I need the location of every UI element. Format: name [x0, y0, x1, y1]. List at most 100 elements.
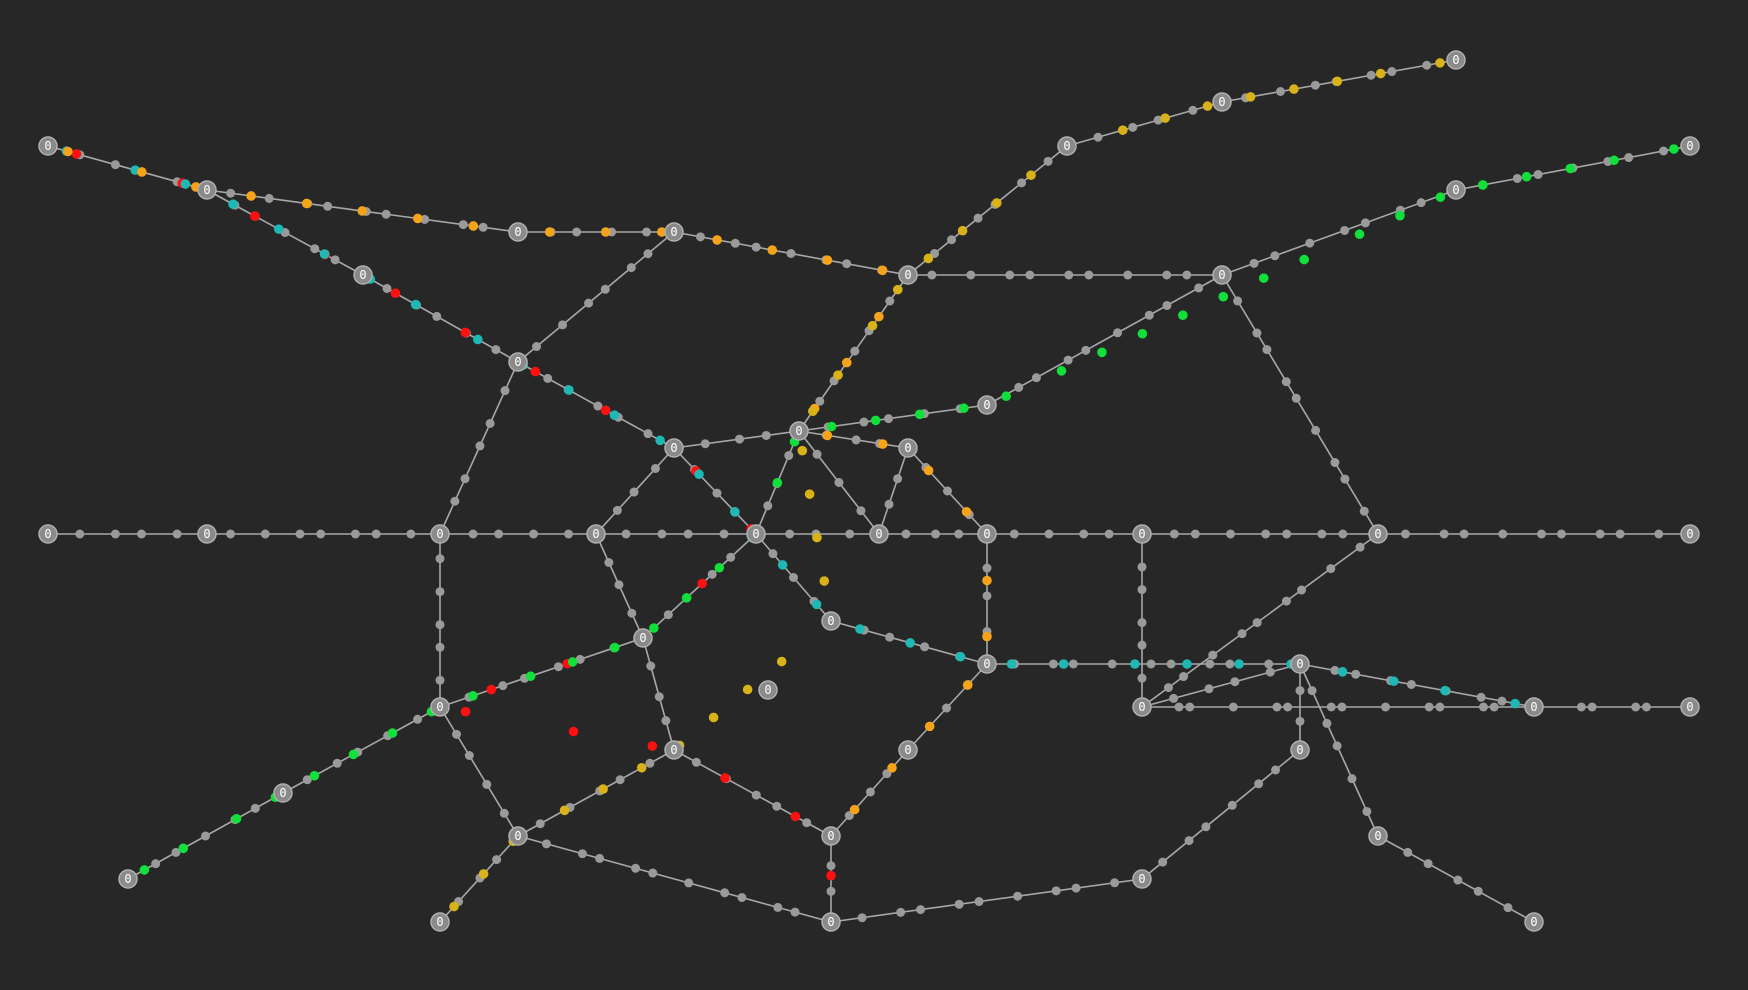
station-node[interactable]: 0 — [664, 740, 684, 760]
station-node[interactable]: 0 — [1368, 524, 1388, 544]
station-node[interactable]: 0 — [977, 654, 997, 674]
station-node[interactable]: 0 — [197, 524, 217, 544]
station-node[interactable]: 0 — [898, 438, 918, 458]
station-node[interactable]: 0 — [1680, 524, 1700, 544]
waypoint-dot — [735, 434, 744, 444]
station-node[interactable]: 0 — [821, 611, 841, 631]
station-node[interactable]: 0 — [508, 352, 528, 372]
station-circle — [273, 783, 293, 803]
station-node[interactable]: 0 — [1132, 524, 1152, 544]
waypoint-dot — [1439, 529, 1449, 539]
waypoint-dot — [1107, 659, 1117, 669]
station-node[interactable]: 0 — [821, 826, 841, 846]
station-node[interactable]: 0 — [38, 136, 58, 156]
waypoint-dot — [1317, 529, 1327, 539]
waypoint-dot — [494, 529, 504, 539]
station-node[interactable]: 0 — [118, 869, 138, 889]
station-node[interactable]: 0 — [664, 222, 684, 242]
yellow-train-dot — [1117, 125, 1128, 135]
station-node[interactable]: 0 — [1290, 740, 1310, 760]
red-train-dot — [390, 288, 401, 299]
station-node[interactable]: 0 — [821, 912, 841, 932]
station-node[interactable]: 0 — [1446, 180, 1466, 200]
station-node[interactable]: 0 — [758, 680, 778, 700]
waypoint-dot — [171, 847, 181, 857]
station-node[interactable]: 0 — [38, 524, 58, 544]
waypoint-dot — [1271, 765, 1281, 775]
station-node[interactable]: 0 — [508, 826, 528, 846]
cyan-train-dot — [228, 199, 238, 209]
station-node[interactable]: 0 — [869, 524, 889, 544]
station-node[interactable]: 0 — [746, 524, 766, 544]
station-node[interactable]: 0 — [633, 628, 653, 648]
waypoint-dot — [575, 654, 585, 664]
waypoint-dot — [1063, 355, 1073, 365]
station-node[interactable]: 0 — [1446, 50, 1466, 70]
station-node[interactable]: 0 — [1057, 136, 1077, 156]
station-node[interactable]: 0 — [430, 912, 450, 932]
station-node[interactable]: 0 — [977, 395, 997, 415]
waypoint-dot — [661, 716, 671, 726]
station-node[interactable]: 0 — [1680, 697, 1700, 717]
waypoint-dot — [1158, 857, 1168, 867]
station-node[interactable]: 0 — [430, 697, 450, 717]
station-node[interactable]: 0 — [977, 524, 997, 544]
station-node[interactable]: 0 — [197, 180, 217, 200]
station-node[interactable]: 0 — [1524, 697, 1544, 717]
station-node[interactable]: 0 — [1132, 869, 1152, 889]
orange-train-dot — [874, 311, 884, 322]
waypoint-dot — [730, 238, 740, 248]
waypoint-dot — [110, 529, 120, 539]
station-node[interactable]: 0 — [1368, 826, 1388, 846]
station-node[interactable]: 0 — [1212, 265, 1232, 285]
orange-train-dot — [887, 763, 897, 773]
waypoint-dot — [695, 232, 705, 242]
station-layer[interactable]: 0 0 0 0 0 0 0 0 0 0 0 0 0 0 0 0 0 0 0 0 0 0 0 0 0 0 0 0 0 0 0 0 0 0 0 0 0 0 0 0… — [38, 50, 1700, 932]
waypoint-dot — [1110, 878, 1120, 888]
waypoint-dot — [151, 859, 161, 869]
waypoint-dot — [802, 818, 812, 828]
station-node[interactable]: 0 — [586, 524, 606, 544]
green-train-dot — [914, 409, 925, 420]
station-circle — [430, 912, 450, 932]
waypoint-dot — [302, 775, 312, 785]
station-node[interactable]: 0 — [898, 265, 918, 285]
station-circle — [508, 222, 528, 242]
station-node[interactable]: 0 — [353, 265, 373, 285]
waypoint-dot — [1068, 659, 1078, 669]
station-node[interactable]: 0 — [789, 421, 809, 441]
waypoint-dot — [1190, 529, 1200, 539]
waypoint-dot — [614, 580, 624, 590]
waypoint-dot — [916, 905, 926, 915]
station-node[interactable]: 0 — [664, 438, 684, 458]
waypoint-dot — [1104, 529, 1114, 539]
station-node[interactable]: 0 — [1290, 654, 1310, 674]
station-circle — [633, 628, 653, 648]
waypoint-dot — [1340, 474, 1350, 484]
waypoint-dot — [1337, 702, 1347, 712]
station-node[interactable]: 0 — [1680, 136, 1700, 156]
cyan-train-dot — [1234, 659, 1244, 669]
waypoint-dot — [973, 213, 983, 223]
station-circle — [1057, 136, 1077, 156]
station-node[interactable]: 0 — [898, 740, 918, 760]
waypoint-dot — [1261, 529, 1271, 539]
station-node[interactable]: 0 — [430, 524, 450, 544]
waypoint-dot — [1227, 800, 1237, 810]
waypoint-dot — [1659, 146, 1669, 156]
waypoint-dot — [1347, 774, 1357, 784]
waypoint-dot — [1406, 679, 1416, 689]
waypoint-dot — [1188, 105, 1198, 115]
waypoint-dot — [1283, 702, 1293, 712]
green-train-dot — [567, 657, 578, 667]
station-node[interactable]: 0 — [508, 222, 528, 242]
waypoint-dot — [584, 298, 594, 308]
waypoint-dot — [785, 529, 795, 539]
station-node[interactable]: 0 — [273, 783, 293, 803]
waypoint-dot — [1403, 847, 1413, 857]
waypoint-dot — [1113, 328, 1123, 338]
waypoint-dot — [1295, 716, 1305, 726]
station-node[interactable]: 0 — [1132, 697, 1152, 717]
station-node[interactable]: 0 — [1212, 92, 1232, 112]
station-node[interactable]: 0 — [1524, 912, 1544, 932]
